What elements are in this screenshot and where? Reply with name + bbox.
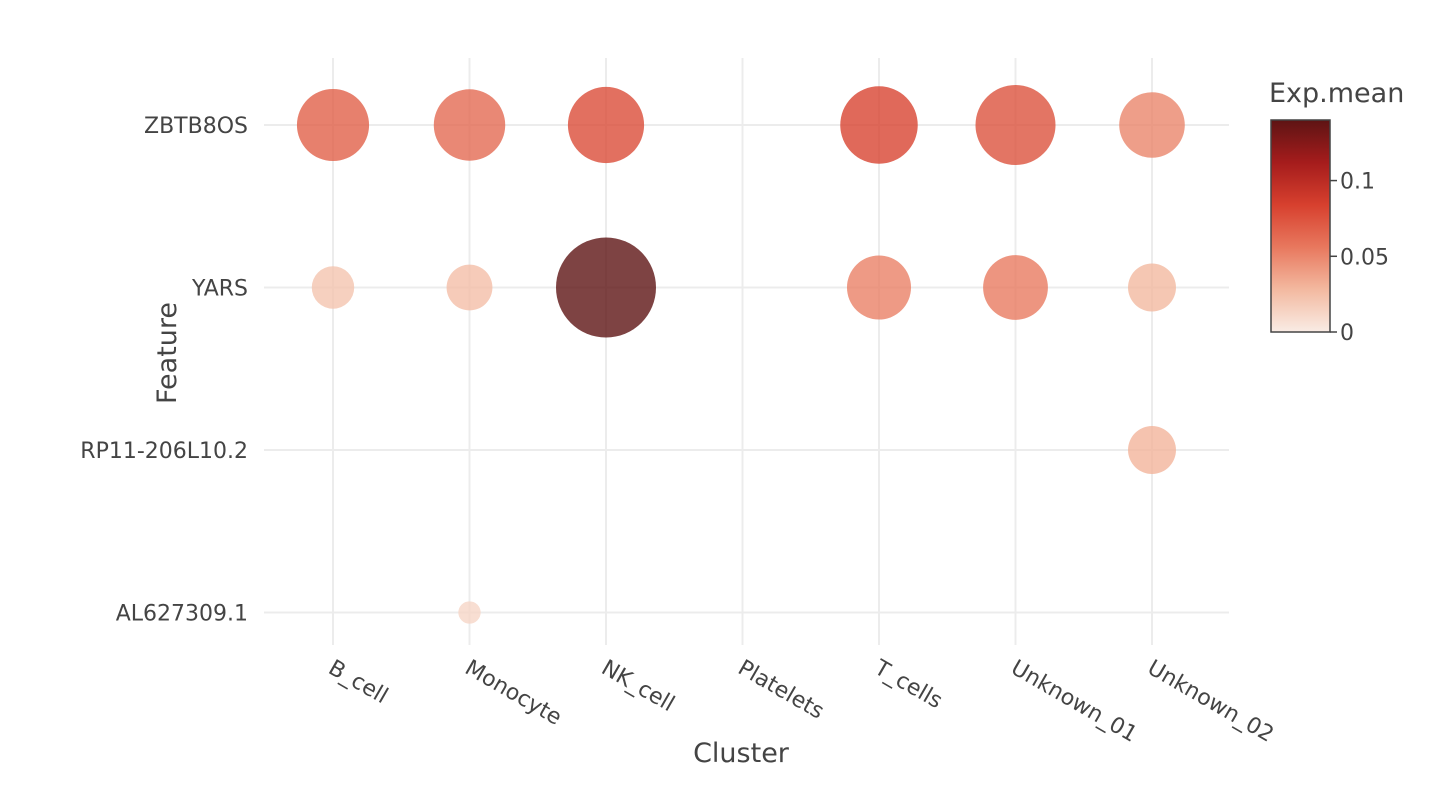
y-tick-label: ZBTB8OS bbox=[144, 114, 248, 139]
data-points bbox=[296, 85, 1185, 624]
colorbar: Exp.mean 0 0.05 0.1 bbox=[1269, 78, 1404, 346]
colorbar-gradient bbox=[1270, 119, 1331, 333]
x-tick-labels: B_cell Monocyte NK_cell Platelets T_cells Unk… bbox=[324, 655, 1278, 748]
x-tick-label: Monocyte bbox=[461, 656, 566, 731]
dot-RP11-206L10.2-Unknown_02 bbox=[1128, 426, 1176, 474]
x-tick-label: Unknown_02 bbox=[1143, 656, 1278, 748]
dot-YARS-B_cell bbox=[311, 266, 355, 309]
dot-ZBTB8OS-NK_cell bbox=[567, 86, 645, 164]
y-tick-labels: ZBTB8OS YARS RP11-206L10.2 AL627309.1 bbox=[80, 114, 248, 627]
colorbar-title: Exp.mean bbox=[1269, 78, 1404, 109]
colorbar-tick-label: 0.05 bbox=[1340, 245, 1389, 270]
y-tick-label: YARS bbox=[191, 277, 248, 302]
dot-ZBTB8OS-T_cells bbox=[840, 86, 918, 164]
colorbar-tick-label: 0.1 bbox=[1340, 170, 1375, 195]
dot-YARS-NK_cell bbox=[556, 237, 656, 338]
dot-YARS-Unknown_01 bbox=[983, 255, 1048, 320]
y-axis-title: Feature bbox=[152, 302, 183, 404]
dot-AL627309.1-Monocyte bbox=[458, 601, 481, 624]
x-tick-label: T_cells bbox=[869, 655, 946, 714]
colorbar-tick-label: 0 bbox=[1340, 321, 1354, 346]
dot-ZBTB8OS-Unknown_02 bbox=[1119, 92, 1185, 158]
colorbar-ticks: 0 0.05 0.1 bbox=[1330, 170, 1389, 346]
dot-YARS-T_cells bbox=[846, 255, 912, 320]
x-tick-label: B_cell bbox=[324, 656, 392, 710]
y-tick-label: RP11-206L10.2 bbox=[80, 439, 248, 464]
grid-lines bbox=[264, 58, 1229, 645]
dot-ZBTB8OS-Monocyte bbox=[433, 89, 506, 161]
x-tick-label: NK_cell bbox=[597, 656, 679, 718]
dot-ZBTB8OS-Unknown_01 bbox=[975, 85, 1056, 165]
y-tick-label: AL627309.1 bbox=[116, 602, 248, 627]
x-tick-label: Platelets bbox=[734, 656, 829, 725]
x-tick-label: Unknown_01 bbox=[1007, 656, 1142, 748]
dot-YARS-Unknown_02 bbox=[1128, 263, 1176, 312]
dot-YARS-Monocyte bbox=[446, 264, 493, 311]
dot-ZBTB8OS-B_cell bbox=[296, 88, 370, 162]
x-axis-title: Cluster bbox=[693, 738, 790, 769]
